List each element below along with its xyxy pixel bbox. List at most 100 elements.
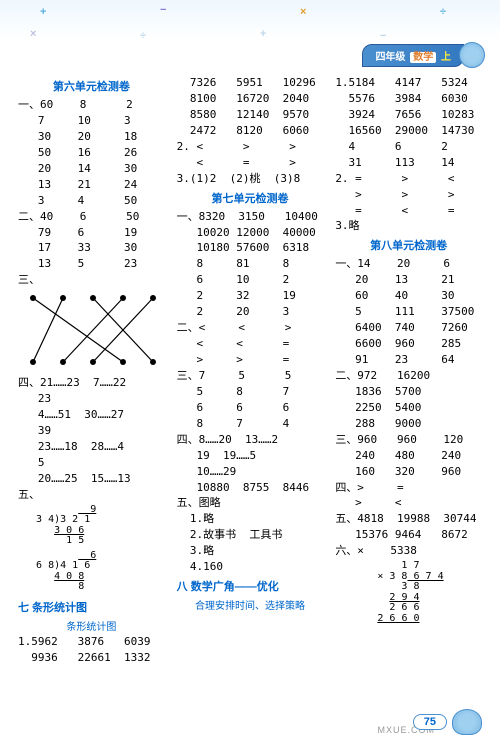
answer-row: 一、60 8 2 xyxy=(18,97,165,113)
answer-row: 1.5184 4147 5324 xyxy=(335,75,482,91)
deco-plus: + xyxy=(40,6,46,18)
answer-row: 23……18 28……4 xyxy=(18,439,165,455)
answer-row: 5 8 7 xyxy=(177,384,324,400)
longdiv-1: 9 3 4)3 2 1 3 0 6 1 5 xyxy=(18,505,165,547)
footer-character-icon xyxy=(452,709,482,735)
answer-row: 8100 16720 2040 xyxy=(177,91,324,107)
page-number: 75 xyxy=(413,714,447,730)
answer-row: 39 xyxy=(18,423,165,439)
answer-row: 三、7 5 5 xyxy=(177,368,324,384)
answer-row: 7326 5951 10296 xyxy=(177,75,324,91)
unit7-title: 七 条形统计图 xyxy=(18,599,165,615)
answer-row: 1836 5700 xyxy=(335,384,482,400)
answer-row: 20 14 30 xyxy=(18,161,165,177)
answer-row: 5 xyxy=(18,455,165,471)
answer-row: 60 40 30 xyxy=(335,288,482,304)
unit8-test-body: 一、14 20 6 20 13 21 60 40 30 5 111 37500 … xyxy=(335,256,482,559)
answer-row: > < xyxy=(335,495,482,511)
answer-row: 1.略 xyxy=(177,511,324,527)
answer-row: 5576 3984 6030 xyxy=(335,91,482,107)
answer-row: 10……29 xyxy=(177,464,324,480)
answer-row: 20 13 21 xyxy=(335,272,482,288)
answer-row: 3 4 50 xyxy=(18,193,165,209)
answer-row: 31 113 14 xyxy=(335,155,482,171)
answer-row: 2 32 19 xyxy=(177,288,324,304)
answer-row: 2 20 3 xyxy=(177,304,324,320)
answer-row: 50 16 26 xyxy=(18,145,165,161)
answer-row: 6 10 2 xyxy=(177,272,324,288)
answer-row: 三、 xyxy=(18,272,165,288)
answer-row: 23 xyxy=(18,391,165,407)
answer-row: 19 19……5 xyxy=(177,448,324,464)
answer-row: 9936 22661 1332 xyxy=(18,650,165,666)
answer-row: 160 320 960 xyxy=(335,464,482,480)
deco-div2: ÷ xyxy=(140,30,146,42)
answer-row: 二、40 6 50 xyxy=(18,209,165,225)
answer-row: 10020 12000 40000 xyxy=(177,225,324,241)
answer-row: 二、972 16200 xyxy=(335,368,482,384)
answer-row: 一、8320 3150 10400 xyxy=(177,209,324,225)
unit8-subtitle: 合理安排时间、选择策略 xyxy=(177,597,324,612)
answer-row: 6400 740 7260 xyxy=(335,320,482,336)
deco-plus2: + xyxy=(260,28,266,40)
answer-row: 五、4818 19988 30744 xyxy=(335,511,482,527)
character-icon xyxy=(459,42,485,68)
unit6-section1: 一、60 8 2 7 10 3 30 20 18 50 16 26 20 14 … xyxy=(18,97,165,288)
answer-row: 2.故事书 工具书 xyxy=(177,527,324,543)
grade-text: 四年级 xyxy=(375,52,405,63)
answer-row: 1.5962 3876 6039 xyxy=(18,634,165,650)
matching-svg xyxy=(18,290,158,370)
deco-minus2: − xyxy=(380,30,386,42)
answer-row: 4……51 30……27 xyxy=(18,407,165,423)
answer-row: 17 33 30 xyxy=(18,240,165,256)
answer-row: 240 480 240 xyxy=(335,448,482,464)
answer-row: > > = xyxy=(177,352,324,368)
page-footer: 75 xyxy=(413,709,482,735)
answer-row: 7 10 3 xyxy=(18,113,165,129)
answer-row: 79 6 19 xyxy=(18,225,165,241)
grade-badge: 四年级 数学 上 xyxy=(362,44,464,67)
longdiv-2: 6 6 8)4 1 6 4 0 8 8 xyxy=(18,551,165,593)
subject-text: 数学 xyxy=(410,52,436,63)
col2-top: 7326 5951 10296 8100 16720 2040 8580 121… xyxy=(177,75,324,187)
answer-row: 91 23 64 xyxy=(335,352,482,368)
answer-row: 2250 5400 xyxy=(335,400,482,416)
deco-times2: × xyxy=(30,28,36,40)
unit8-test-header: 第八单元检测卷 xyxy=(335,237,482,253)
answer-row: 四、21……23 7……22 xyxy=(18,375,165,391)
deco-divide: ÷ xyxy=(440,6,446,18)
answer-row: 2. < > > xyxy=(177,139,324,155)
answer-row: 10180 57600 6318 xyxy=(177,240,324,256)
deco-minus: − xyxy=(160,4,166,16)
top-decoration: + − × ÷ × ÷ + − xyxy=(0,0,500,40)
answer-row: 五、 xyxy=(18,487,165,503)
answer-row: 二、< < > xyxy=(177,320,324,336)
volume-text: 上 xyxy=(441,52,451,63)
main-content: 第六单元检测卷 一、60 8 2 7 10 3 30 20 18 50 16 2… xyxy=(0,70,500,700)
answer-row: 15376 9464 8672 xyxy=(335,527,482,543)
unit6-header: 第六单元检测卷 xyxy=(18,78,165,94)
unit8-body: 1.5184 4147 5324 5576 3984 6030 3924 765… xyxy=(335,75,482,234)
answer-row: 8 81 8 xyxy=(177,256,324,272)
matching-diagram xyxy=(18,290,165,373)
answer-row: 6600 960 285 xyxy=(335,336,482,352)
answer-row: 六、× 5338 xyxy=(335,543,482,559)
answer-row: < < = xyxy=(177,336,324,352)
answer-row: 4 6 2 xyxy=(335,139,482,155)
answer-row: 8 7 4 xyxy=(177,416,324,432)
answer-row: 五、图略 xyxy=(177,495,324,511)
answer-row: 3.(1)2 (2)桃 (3)8 xyxy=(177,171,324,187)
answer-row: 16560 29000 14730 xyxy=(335,123,482,139)
answer-row: > > > xyxy=(335,187,482,203)
answer-row: 四、> = xyxy=(335,480,482,496)
answer-row: 30 20 18 xyxy=(18,129,165,145)
mult-work: 1 7 × 3 8 6 7 4 3 8 2 9 4 2 6 6 2 6 6 0 xyxy=(365,561,482,624)
answer-row: 3.略 xyxy=(335,218,482,234)
answer-row: 20……25 15……13 xyxy=(18,471,165,487)
unit7-stats: 1.5962 3876 6039 9936 22661 1332 xyxy=(18,634,165,666)
answer-row: 288 9000 xyxy=(335,416,482,432)
answer-row: 3.略 xyxy=(177,543,324,559)
unit8-title: 八 数学广角——优化 xyxy=(177,578,324,594)
unit7-subtitle: 条形统计图 xyxy=(18,618,165,633)
answer-row: = < = xyxy=(335,203,482,219)
